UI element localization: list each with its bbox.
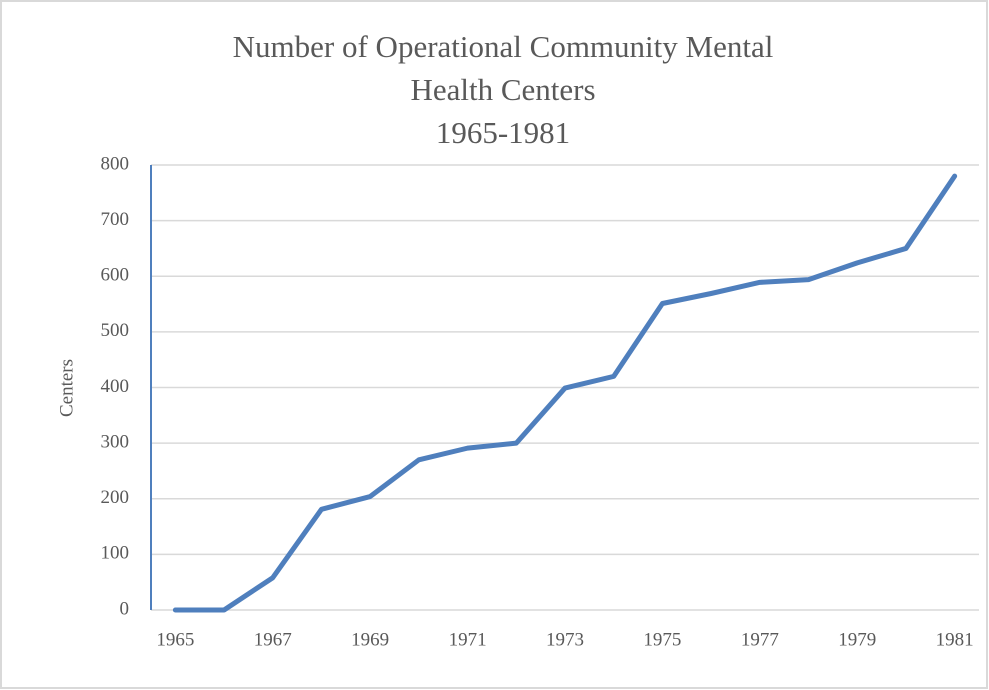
y-tick-label: 400 bbox=[101, 376, 130, 397]
y-tick-label: 100 bbox=[101, 543, 130, 564]
y-tick-label: 300 bbox=[101, 431, 130, 452]
x-tick-label: 1969 bbox=[351, 629, 389, 650]
line-series bbox=[172, 173, 958, 613]
y-tick-label: 200 bbox=[101, 487, 130, 508]
y-tick-label: 0 bbox=[120, 598, 130, 619]
x-tick-label: 1979 bbox=[838, 629, 876, 650]
x-tick-label: 1965 bbox=[156, 629, 194, 650]
y-axis-label: Centers bbox=[56, 359, 77, 417]
x-tick-label: 1975 bbox=[643, 629, 681, 650]
y-tick-label: 500 bbox=[101, 320, 130, 341]
y-tick-label: 700 bbox=[101, 209, 130, 230]
x-tick-label: 1967 bbox=[254, 629, 292, 650]
x-tick-label: 1971 bbox=[449, 629, 487, 650]
x-tick-label: 1981 bbox=[936, 629, 974, 650]
x-tick-label: 1977 bbox=[741, 629, 779, 650]
chart-title: Number of Operational Community Mental bbox=[233, 29, 774, 64]
chart-title: 1965-1981 bbox=[436, 115, 570, 150]
x-tick-label: 1973 bbox=[546, 629, 584, 650]
y-tick-label: 800 bbox=[101, 153, 130, 174]
chart-title: Health Centers bbox=[410, 72, 595, 107]
y-tick-label: 600 bbox=[101, 265, 130, 286]
